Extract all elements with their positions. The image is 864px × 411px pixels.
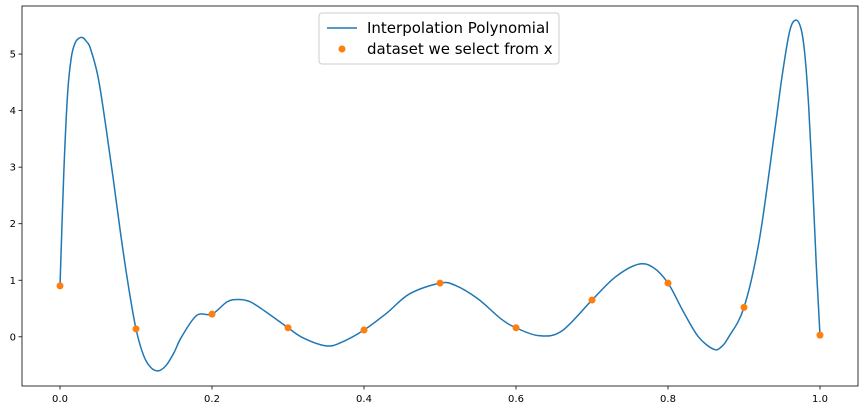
x-axis: 0.0 0.2 0.4 0.6 0.8 1.0	[52, 386, 828, 405]
data-point	[588, 296, 596, 304]
data-point	[208, 310, 216, 318]
x-tick-label: 0.4	[356, 394, 372, 405]
x-tick-label: 1.0	[812, 394, 828, 405]
data-point	[284, 324, 292, 332]
data-point	[740, 303, 748, 311]
y-tick-label: 5	[10, 50, 16, 61]
data-point	[436, 279, 444, 287]
legend-label-scatter: dataset we select from x	[367, 40, 553, 58]
data-point	[664, 279, 672, 287]
legend: Interpolation Polynomial dataset we sele…	[318, 12, 560, 65]
data-point	[512, 324, 520, 332]
y-tick-label: 4	[10, 106, 16, 117]
plot-area	[56, 19, 824, 372]
data-point	[56, 282, 64, 290]
x-tick-label: 0.8	[660, 394, 676, 405]
legend-marker-swatch	[338, 45, 346, 53]
y-tick-label: 1	[10, 276, 16, 287]
data-point	[816, 331, 824, 339]
legend-frame	[318, 12, 560, 65]
y-tick-label: 0	[10, 332, 16, 343]
y-axis: 0 1 2 3 4 5	[10, 50, 22, 343]
x-tick-label: 0.0	[52, 394, 68, 405]
legend-label-line: Interpolation Polynomial	[367, 19, 549, 37]
y-tick-label: 2	[10, 219, 16, 230]
axes-frame	[21, 5, 859, 387]
y-tick-label: 3	[10, 163, 16, 174]
data-point	[132, 325, 140, 333]
data-point	[360, 326, 368, 334]
x-tick-label: 0.6	[508, 394, 524, 405]
x-tick-label: 0.2	[204, 394, 220, 405]
